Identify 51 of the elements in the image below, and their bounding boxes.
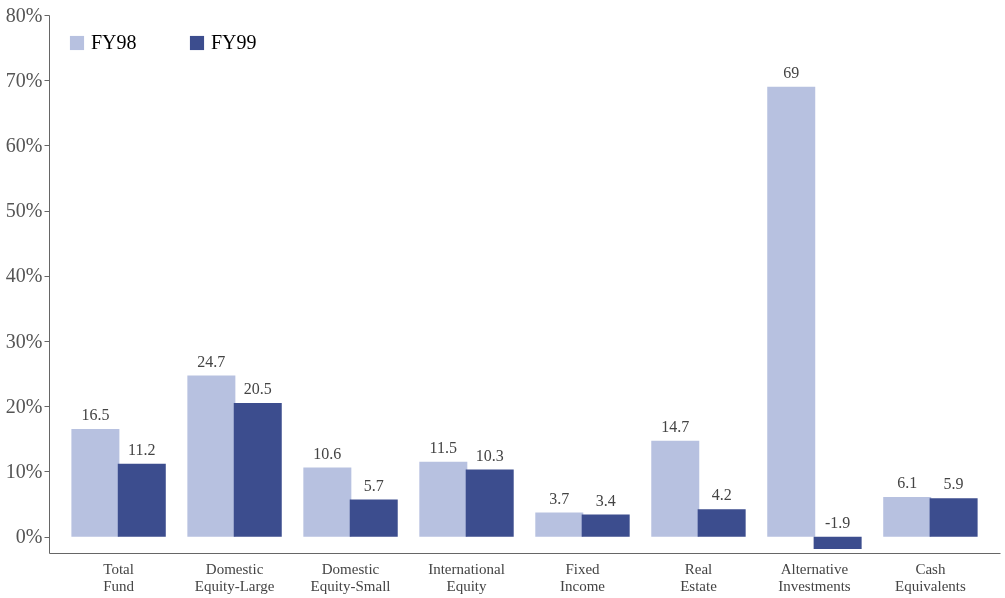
- data-label: 6.1: [897, 473, 918, 491]
- bar: [303, 467, 352, 537]
- x-tick-label: International Equity: [428, 560, 505, 594]
- data-label: 16.5: [81, 406, 110, 424]
- y-tick-label: 10%: [5, 459, 43, 482]
- data-label: 14.7: [661, 417, 690, 435]
- x-tick-label: Total Fund: [103, 560, 135, 594]
- bar: [419, 461, 468, 537]
- data-label: 3.4: [595, 491, 616, 509]
- bar: [187, 375, 236, 537]
- data-label: 10.3: [475, 446, 504, 464]
- bar: [71, 429, 120, 537]
- bar: [929, 498, 978, 537]
- data-label: 4.2: [711, 486, 732, 504]
- x-tick-label: Cash Equivalents: [895, 560, 966, 594]
- data-label: 69: [783, 63, 800, 81]
- x-tick-label: Real Estate: [680, 560, 718, 594]
- y-tick-label: 30%: [5, 329, 43, 352]
- bar: [697, 509, 746, 537]
- bar: [581, 514, 630, 537]
- data-label: -1.9: [824, 513, 851, 531]
- data-label: 5.7: [363, 476, 384, 494]
- y-tick-label: 40%: [5, 264, 43, 287]
- bar: [117, 463, 166, 537]
- bar: [349, 499, 398, 537]
- bar: [883, 496, 932, 537]
- data-label: 5.9: [943, 475, 964, 493]
- bar: [233, 403, 282, 537]
- data-label: 11.5: [429, 438, 458, 456]
- data-label: 11.2: [128, 440, 156, 458]
- y-tick-label: 20%: [5, 394, 43, 417]
- y-tick-label: 60%: [5, 133, 43, 156]
- y-tick-label: 50%: [5, 199, 43, 222]
- data-label: 20.5: [243, 380, 272, 398]
- bar: [465, 469, 514, 537]
- bar: [767, 86, 816, 537]
- bar: [813, 536, 862, 550]
- bar: [651, 440, 700, 537]
- y-tick-label: 70%: [5, 68, 43, 91]
- bar: [535, 512, 584, 537]
- data-label: 3.7: [549, 489, 570, 507]
- legend-label: FY98: [91, 31, 137, 53]
- legend-label: FY99: [211, 31, 257, 53]
- y-tick-label: 80%: [5, 3, 43, 26]
- x-tick-label: Domestic Equity-Large: [194, 560, 275, 594]
- x-tick-label: Domestic Equity-Small: [310, 560, 391, 594]
- y-tick-label: 0%: [15, 525, 43, 548]
- x-tick-label: Fixed Income: [560, 560, 606, 594]
- data-label: 10.6: [313, 444, 342, 462]
- x-tick-label: Alternative Investments: [778, 560, 851, 594]
- data-label: 24.7: [197, 352, 226, 370]
